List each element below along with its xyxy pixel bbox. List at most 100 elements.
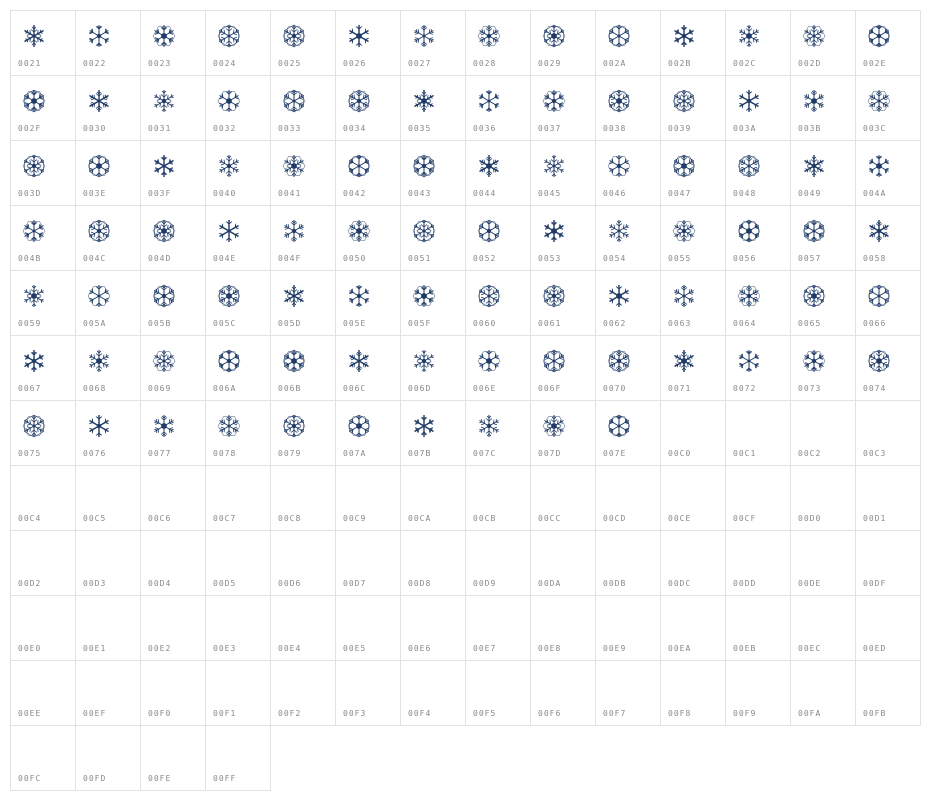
glyph-cell[interactable]: 0056 [725, 205, 791, 271]
glyph-cell[interactable]: 0051 [400, 205, 466, 271]
glyph-cell[interactable]: 002F [10, 75, 76, 141]
glyph-cell[interactable]: 00DC [660, 530, 726, 596]
glyph-cell[interactable]: 0077 [140, 400, 206, 466]
glyph-cell[interactable]: 00E2 [140, 595, 206, 661]
glyph-cell[interactable]: 005F [400, 270, 466, 336]
glyph-cell[interactable]: 00EA [660, 595, 726, 661]
glyph-cell[interactable]: 003E [75, 140, 141, 206]
glyph-cell[interactable]: 00FC [10, 725, 76, 791]
glyph-cell[interactable]: 006B [270, 335, 336, 401]
glyph-cell[interactable]: 00C7 [205, 465, 271, 531]
glyph-cell[interactable]: 00E8 [530, 595, 596, 661]
glyph-cell[interactable]: 0058 [855, 205, 921, 271]
glyph-cell[interactable]: 00CC [530, 465, 596, 531]
glyph-cell[interactable]: 00CB [465, 465, 531, 531]
glyph-cell[interactable]: 00D5 [205, 530, 271, 596]
glyph-cell[interactable]: 0073 [790, 335, 856, 401]
glyph-cell[interactable]: 00D0 [790, 465, 856, 531]
glyph-cell[interactable]: 0057 [790, 205, 856, 271]
glyph-cell[interactable]: 0023 [140, 10, 206, 76]
glyph-cell[interactable]: 006E [465, 335, 531, 401]
glyph-cell[interactable]: 005D [270, 270, 336, 336]
glyph-cell[interactable]: 00C9 [335, 465, 401, 531]
glyph-cell[interactable]: 002A [595, 10, 661, 76]
glyph-cell[interactable]: 00DD [725, 530, 791, 596]
glyph-cell[interactable]: 0067 [10, 335, 76, 401]
glyph-cell[interactable]: 0059 [10, 270, 76, 336]
glyph-cell[interactable]: 00D3 [75, 530, 141, 596]
glyph-cell[interactable]: 0025 [270, 10, 336, 76]
glyph-cell[interactable]: 00CF [725, 465, 791, 531]
glyph-cell[interactable]: 0028 [465, 10, 531, 76]
glyph-cell[interactable]: 00F5 [465, 660, 531, 726]
glyph-cell[interactable]: 00CE [660, 465, 726, 531]
glyph-cell[interactable]: 00C1 [725, 400, 791, 466]
glyph-cell[interactable]: 0022 [75, 10, 141, 76]
glyph-cell[interactable]: 006A [205, 335, 271, 401]
glyph-cell[interactable]: 003D [10, 140, 76, 206]
glyph-cell[interactable]: 00FD [75, 725, 141, 791]
glyph-cell[interactable]: 003C [855, 75, 921, 141]
glyph-cell[interactable]: 0074 [855, 335, 921, 401]
glyph-cell[interactable]: 0061 [530, 270, 596, 336]
glyph-cell[interactable]: 0064 [725, 270, 791, 336]
glyph-cell[interactable]: 00EF [75, 660, 141, 726]
glyph-cell[interactable]: 0047 [660, 140, 726, 206]
glyph-cell[interactable]: 00EE [10, 660, 76, 726]
glyph-cell[interactable]: 007E [595, 400, 661, 466]
glyph-cell[interactable]: 00F4 [400, 660, 466, 726]
glyph-cell[interactable]: 003B [790, 75, 856, 141]
glyph-cell[interactable]: 00DE [790, 530, 856, 596]
glyph-cell[interactable]: 00C6 [140, 465, 206, 531]
glyph-cell[interactable]: 00F7 [595, 660, 661, 726]
glyph-cell[interactable]: 0065 [790, 270, 856, 336]
glyph-cell[interactable]: 004B [10, 205, 76, 271]
glyph-cell[interactable]: 0052 [465, 205, 531, 271]
glyph-cell[interactable]: 004F [270, 205, 336, 271]
glyph-cell[interactable]: 0032 [205, 75, 271, 141]
glyph-cell[interactable]: 0034 [335, 75, 401, 141]
glyph-cell[interactable]: 0066 [855, 270, 921, 336]
glyph-cell[interactable]: 002B [660, 10, 726, 76]
glyph-cell[interactable]: 004A [855, 140, 921, 206]
glyph-cell[interactable]: 004E [205, 205, 271, 271]
glyph-cell[interactable]: 00E5 [335, 595, 401, 661]
glyph-cell[interactable]: 00C4 [10, 465, 76, 531]
glyph-cell[interactable]: 00D7 [335, 530, 401, 596]
glyph-cell[interactable]: 0072 [725, 335, 791, 401]
glyph-cell[interactable]: 00D6 [270, 530, 336, 596]
glyph-cell[interactable]: 006F [530, 335, 596, 401]
glyph-cell[interactable]: 00F1 [205, 660, 271, 726]
glyph-cell[interactable]: 0070 [595, 335, 661, 401]
glyph-cell[interactable]: 002E [855, 10, 921, 76]
glyph-cell[interactable]: 0063 [660, 270, 726, 336]
glyph-cell[interactable]: 0037 [530, 75, 596, 141]
glyph-cell[interactable]: 00E4 [270, 595, 336, 661]
glyph-cell[interactable]: 00D4 [140, 530, 206, 596]
glyph-cell[interactable]: 00D9 [465, 530, 531, 596]
glyph-cell[interactable]: 00D8 [400, 530, 466, 596]
glyph-cell[interactable]: 0035 [400, 75, 466, 141]
glyph-cell[interactable]: 00E1 [75, 595, 141, 661]
glyph-cell[interactable]: 00C3 [855, 400, 921, 466]
glyph-cell[interactable]: 0040 [205, 140, 271, 206]
glyph-cell[interactable]: 0079 [270, 400, 336, 466]
glyph-cell[interactable]: 00DA [530, 530, 596, 596]
glyph-cell[interactable]: 0050 [335, 205, 401, 271]
glyph-cell[interactable]: 00C5 [75, 465, 141, 531]
glyph-cell[interactable]: 005E [335, 270, 401, 336]
glyph-cell[interactable]: 004C [75, 205, 141, 271]
glyph-cell[interactable]: 0039 [660, 75, 726, 141]
glyph-cell[interactable]: 0055 [660, 205, 726, 271]
glyph-cell[interactable]: 0038 [595, 75, 661, 141]
glyph-cell[interactable]: 0069 [140, 335, 206, 401]
glyph-cell[interactable]: 00DF [855, 530, 921, 596]
glyph-cell[interactable]: 007D [530, 400, 596, 466]
glyph-cell[interactable]: 00FE [140, 725, 206, 791]
glyph-cell[interactable]: 005C [205, 270, 271, 336]
glyph-cell[interactable]: 00E9 [595, 595, 661, 661]
glyph-cell[interactable]: 0075 [10, 400, 76, 466]
glyph-cell[interactable]: 0041 [270, 140, 336, 206]
glyph-cell[interactable]: 0026 [335, 10, 401, 76]
glyph-cell[interactable]: 0036 [465, 75, 531, 141]
